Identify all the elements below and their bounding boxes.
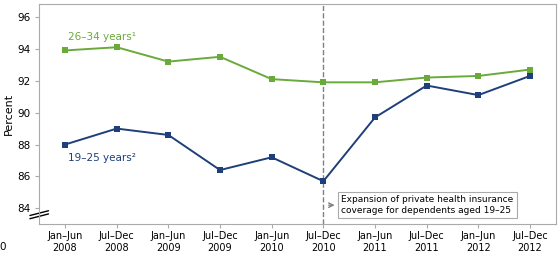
Text: 26–34 years¹: 26–34 years¹ [68,32,136,42]
Text: Expansion of private health insurance
coverage for dependents aged 19–25: Expansion of private health insurance co… [329,195,514,215]
Y-axis label: Percent: Percent [4,93,14,135]
Text: 19–25 years²: 19–25 years² [68,153,136,163]
Text: 0: 0 [0,242,6,252]
